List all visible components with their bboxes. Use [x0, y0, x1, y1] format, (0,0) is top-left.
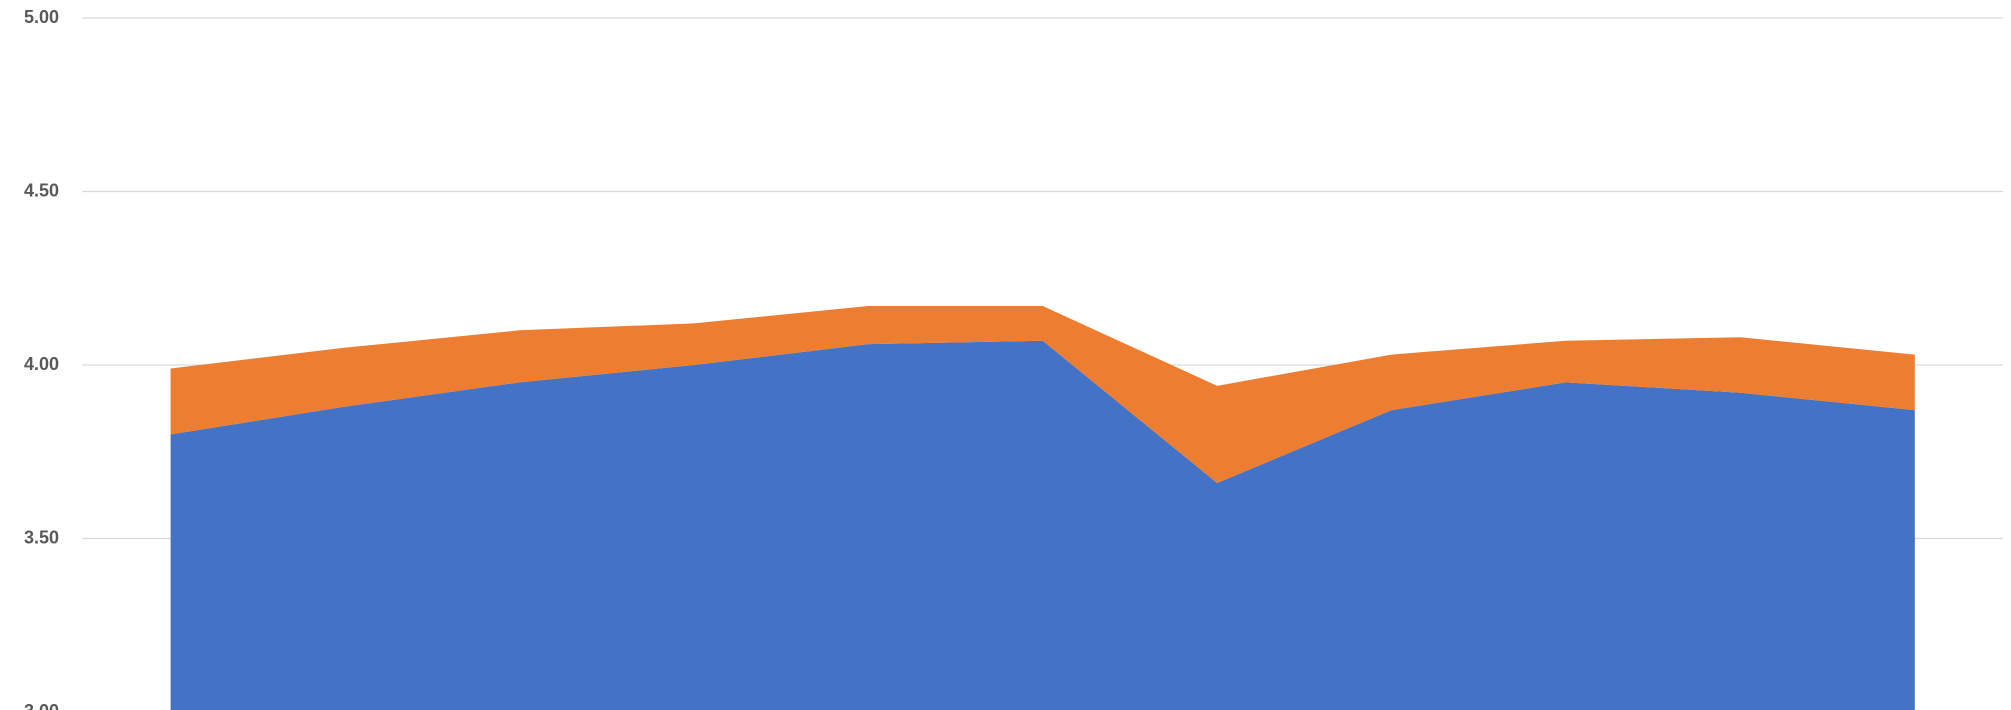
area: [170, 306, 1915, 483]
area: [170, 340, 1915, 710]
y-tick-label: 4.50: [24, 180, 59, 200]
y-tick-label: 3.50: [24, 527, 59, 547]
y-tick-label: 4.00: [24, 354, 59, 374]
y-tick-label: 3.00: [24, 701, 59, 710]
y-tick-label: 5.00: [24, 7, 59, 27]
